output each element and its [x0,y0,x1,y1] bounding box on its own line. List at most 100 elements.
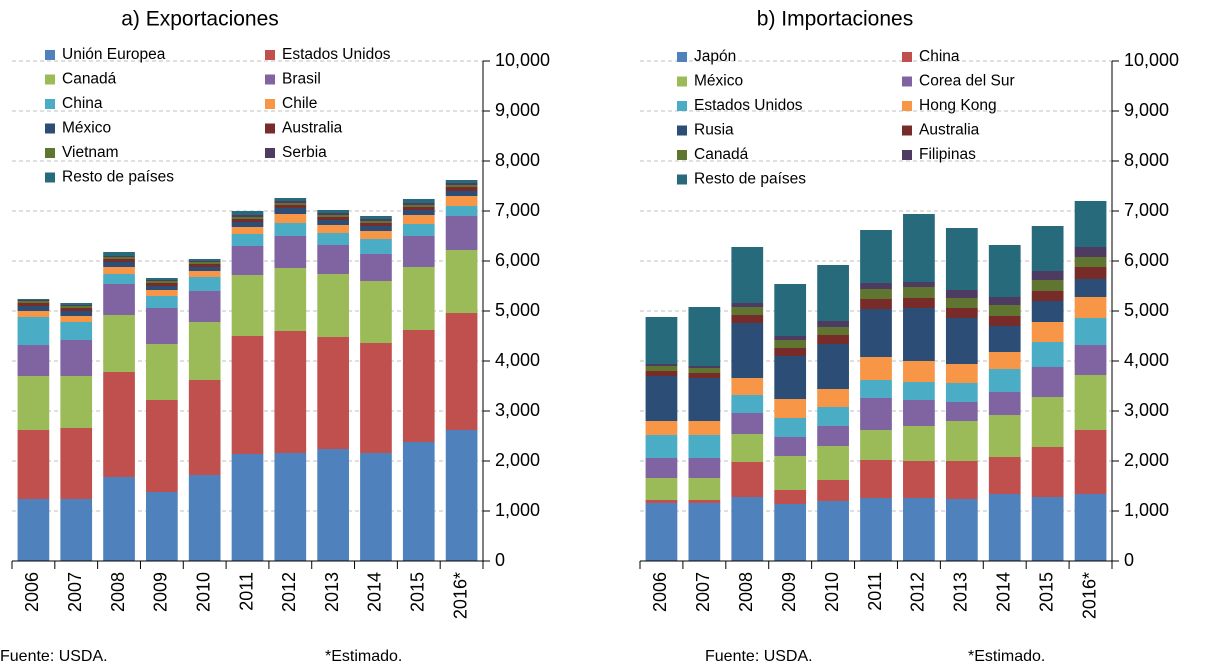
bar-segment [1031,301,1064,322]
bar-segment [988,297,1021,305]
bar-segment [688,478,721,500]
bar-segment [274,268,307,331]
bar-segment [146,281,178,283]
estimate-note: *Estimado. [325,648,402,665]
bar-segment [1074,494,1107,561]
y-tick-label: 1,000 [495,500,540,520]
bar-segment [731,413,764,434]
x-tick-label: 2014 [993,572,1013,612]
bar-segment [274,453,307,561]
bar-segment [274,201,307,203]
bar-segment [1031,367,1064,397]
bar-segment [774,284,807,336]
bar-segment [945,290,978,298]
bar-segment [817,426,849,446]
bar-segment [60,322,93,340]
bar-segment [274,331,307,453]
legend-label: Resto de países [694,171,806,188]
bar-segment [274,205,307,208]
bar-segment [988,369,1021,392]
bar-segment [688,435,721,458]
y-tick-label: 0 [1124,550,1134,570]
bar-segment [688,378,721,421]
x-tick-label: 2010 [193,572,213,612]
bar-segment [188,262,221,264]
y-tick-label: 7,000 [495,200,540,220]
bar-segment [645,371,678,376]
y-tick-label: 2,000 [1124,450,1169,470]
bar-segment [945,461,978,499]
bar-segment [60,306,93,308]
bar-segment [903,400,935,426]
bar-segment [817,446,849,480]
bar-segment [360,239,392,254]
x-tick-label: 2008 [736,572,756,612]
bar-segment [60,308,93,311]
bar-segment [903,426,935,461]
legend-swatch [677,150,687,160]
legend-swatch [45,50,55,60]
legend-label: Australia [919,122,980,139]
y-tick-label: 4,000 [495,350,540,370]
bar-segment [402,442,435,561]
legend-swatch [677,125,687,136]
bar-segment [146,290,178,296]
bar-segment [945,318,978,364]
bar-segment [188,271,221,277]
bar-segment [17,300,50,301]
x-tick-label: 2013 [951,572,971,612]
bar-segment [688,366,721,368]
bar-segment [988,245,1021,297]
legend-label: Estados Unidos [694,97,803,114]
bar-segment [774,348,807,356]
legend-label: Estados Unidos [282,46,391,63]
bar-segment [731,307,764,315]
bar-segment [1031,271,1064,280]
bar-segment [817,501,849,561]
legend-swatch [902,125,912,136]
legend-label: México [694,73,743,90]
bar-segment [903,498,935,561]
bar-segment [60,376,93,428]
bar-segment [274,223,307,236]
x-tick-label: 2009 [151,572,171,612]
bar-segment [988,305,1021,316]
bar-segment [945,421,978,461]
legend-swatch [677,174,687,185]
bar-segment [360,231,392,239]
x-tick-label: 2011 [236,572,256,611]
bar-segment [860,283,892,289]
bar-segment [988,326,1021,352]
bar-segment [688,458,721,478]
bar-segment [645,376,678,421]
y-tick-label: 3,000 [495,400,540,420]
bar-segment [188,322,221,380]
y-tick-label: 3,000 [1124,400,1169,420]
legend-swatch [45,172,55,183]
bar-segment [645,421,678,435]
bar-segment [17,430,50,499]
bar-segment [860,498,892,561]
bar-segment [60,303,93,305]
bar-segment [103,256,135,257]
bar-segment [17,345,50,376]
legend-label: Canadá [694,146,749,163]
bar-segment [231,219,264,222]
bar-segment [231,275,264,336]
x-tick-label: 2014 [365,572,385,612]
x-tick-label: 2016* [1079,572,1099,619]
bar-segment [1031,497,1064,561]
legend-label: Japón [694,48,736,65]
bar-segment [988,316,1021,326]
bar-segment [188,261,221,262]
legend-swatch [45,74,55,85]
legend-label: Hong Kong [919,97,997,114]
bar-segment [17,299,50,300]
bar-segment [988,392,1021,415]
bar-segment [903,461,935,498]
bar-segment [60,316,93,322]
bar-segment [402,330,435,442]
bar-segment [688,503,721,561]
y-tick-label: 1,000 [1124,500,1169,520]
x-tick-label: 2015 [1036,572,1056,612]
